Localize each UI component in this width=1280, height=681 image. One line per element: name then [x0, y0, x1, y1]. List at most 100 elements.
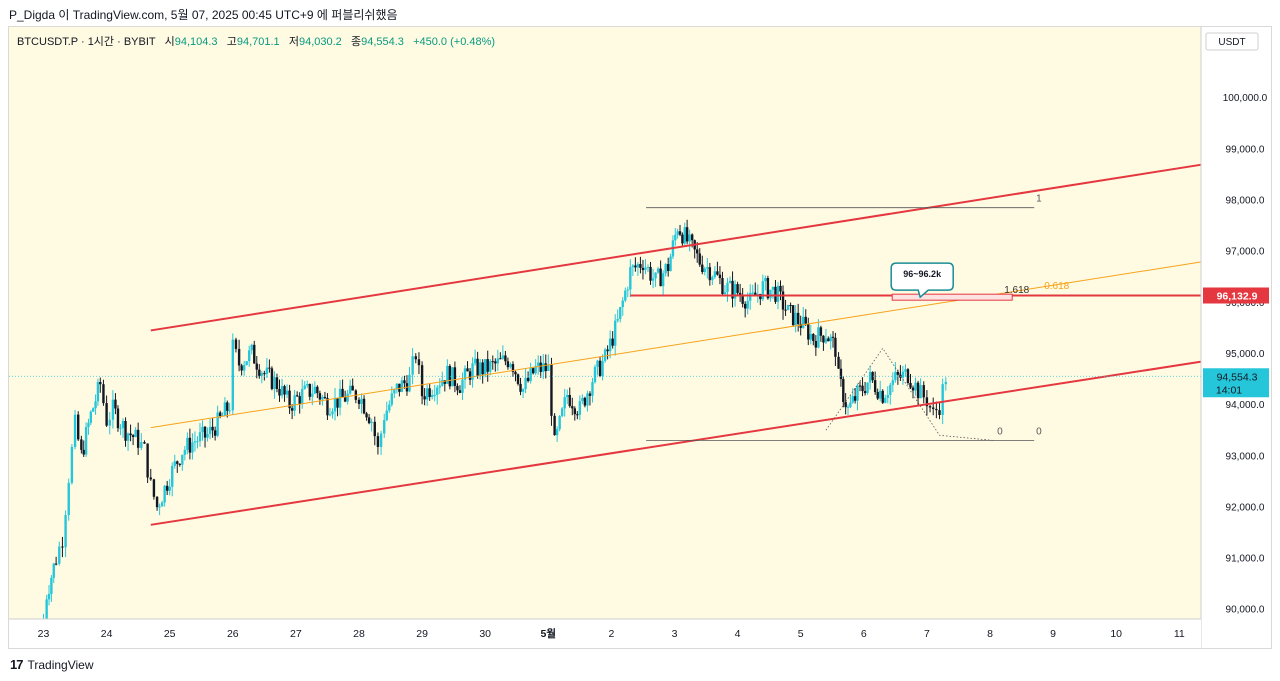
- candle-body-221: [619, 307, 622, 319]
- candle-body-159: [461, 379, 464, 393]
- y-tick-0: 90,000.0: [1226, 605, 1265, 616]
- x-tick-9: 2: [608, 628, 614, 640]
- candle-body-268: [736, 284, 739, 293]
- candle-body-40: [152, 479, 156, 497]
- candle-body-167: [481, 362, 484, 375]
- candle-body-310: [842, 379, 845, 403]
- candle-body-265: [728, 280, 732, 283]
- callout-bubble[interactable]: [890, 262, 954, 299]
- candle-body-300: [817, 327, 820, 348]
- candle-body-155: [451, 367, 454, 387]
- candle-body-18: [91, 408, 95, 412]
- candle-body-10: [70, 446, 74, 483]
- candle-body-104: [316, 386, 319, 394]
- candle-body-12: [77, 414, 80, 440]
- candle-body-107: [323, 396, 327, 399]
- plot-background[interactable]: [9, 27, 1201, 619]
- channel-lower-line[interactable]: [150, 360, 1205, 526]
- candle-body-103: [313, 386, 317, 394]
- currency-button[interactable]: [1205, 32, 1259, 51]
- candle-body-261: [718, 274, 722, 279]
- time-axis[interactable]: [9, 619, 1201, 648]
- candle-body-111: [333, 397, 337, 412]
- x-tick-16: 9: [1050, 628, 1056, 640]
- candle-body-192: [544, 363, 547, 372]
- candle-body-224: [626, 289, 630, 291]
- candle-body-74: [240, 365, 243, 371]
- candle-body-21: [99, 382, 102, 385]
- candle-body-252: [696, 249, 699, 254]
- change-value: +450.0 (+0.48%): [413, 36, 496, 48]
- level-price-label: 96,132.9: [1217, 290, 1258, 302]
- candle-body-279: [764, 278, 767, 282]
- candle-body-283: [774, 286, 777, 302]
- candle-body-304: [827, 338, 830, 342]
- candle-body-297: [809, 333, 812, 340]
- candle-body-51: [181, 454, 184, 465]
- level-price-tag: [1203, 287, 1269, 304]
- candle-body-277: [759, 293, 762, 300]
- candle-body-157: [456, 385, 459, 391]
- target-zone-box[interactable]: [891, 293, 1013, 301]
- candle-body-83: [263, 373, 266, 375]
- candle-body-121: [360, 398, 363, 404]
- candle-body-272: [746, 300, 749, 309]
- candle-body-201: [568, 394, 571, 407]
- tradingview-brand[interactable]: 17 TradingView: [10, 657, 94, 672]
- candle-body-132: [390, 393, 394, 405]
- candle-countdown: 14:01: [1216, 384, 1242, 396]
- x-tick-15: 8: [987, 628, 993, 640]
- candle-body-165: [476, 358, 479, 376]
- candle-body-3: [50, 577, 53, 594]
- candle-body-169: [486, 359, 489, 372]
- symbol-label[interactable]: BTCUSDT.P · 1시간 · BYBIT: [17, 36, 156, 48]
- candle-body-171: [491, 361, 494, 363]
- candle-body-318: [861, 385, 864, 392]
- candle-body-123: [365, 413, 368, 418]
- candle-body-187: [531, 368, 535, 374]
- candle-body-198: [560, 408, 564, 417]
- candle-body-54: [188, 437, 192, 453]
- pattern-dotted-path[interactable]: [825, 347, 994, 441]
- candle-body-234: [651, 278, 655, 281]
- candle-body-38: [146, 443, 149, 478]
- candle-body-109: [328, 414, 332, 416]
- candle-body-295: [804, 316, 807, 324]
- x-tick-4: 27: [290, 628, 302, 640]
- price-axis[interactable]: [1201, 27, 1271, 648]
- candle-body-136: [400, 380, 404, 392]
- candle-body-106: [321, 396, 324, 400]
- candle-body-186: [529, 368, 532, 382]
- candle-body-118: [351, 385, 354, 391]
- y-tick-2: 92,000.0: [1226, 502, 1265, 513]
- candle-body-237: [659, 268, 662, 287]
- candle-body-244: [676, 231, 679, 235]
- candle-body-8: [64, 515, 67, 548]
- candle-body-203: [573, 408, 577, 415]
- x-tick-17: 10: [1110, 628, 1122, 640]
- candle-body-238: [661, 273, 665, 287]
- candle-body-126: [373, 421, 376, 437]
- candle-body-232: [646, 266, 650, 268]
- x-tick-1: 24: [101, 628, 113, 640]
- candle-body-24: [108, 419, 111, 426]
- candle-body-23: [105, 403, 108, 426]
- candle-body-112: [336, 397, 339, 408]
- candle-body-193: [547, 364, 550, 372]
- candle-body-334: [901, 371, 905, 378]
- candle-body-31: [126, 433, 130, 441]
- candle-body-14: [82, 449, 85, 455]
- fib-label-0: 0: [1036, 426, 1042, 437]
- channel-upper-line[interactable]: [150, 163, 1205, 332]
- channel-midline[interactable]: [150, 260, 1205, 429]
- candle-body-11: [73, 414, 77, 447]
- candle-body-311: [844, 402, 847, 408]
- candle-body-166: [478, 362, 482, 376]
- publish-info: P_Digda 이 TradingView.com, 5월 07, 2025 0…: [9, 8, 398, 22]
- candle-body-226: [631, 265, 635, 268]
- brand-name: TradingView: [27, 657, 94, 672]
- candle-body-87: [273, 377, 276, 389]
- candle-body-92: [285, 390, 289, 395]
- candle-body-133: [393, 389, 396, 394]
